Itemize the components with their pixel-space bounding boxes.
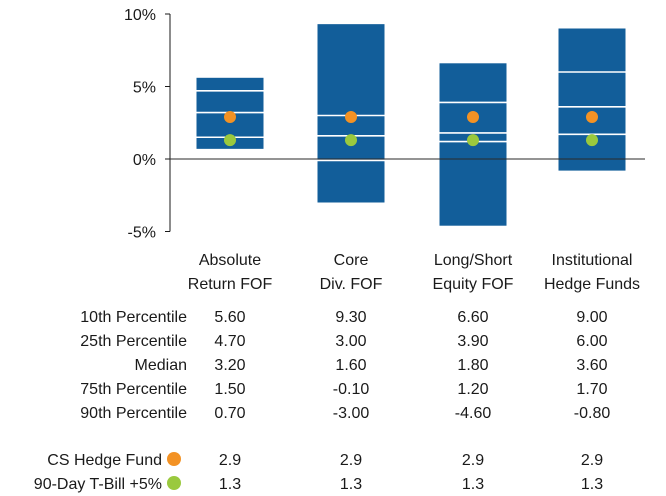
- tbill-dot: [586, 134, 598, 147]
- table-cell: -3.00: [333, 405, 370, 422]
- table-cell: 2.9: [219, 452, 241, 469]
- table-cell: 4.70: [214, 333, 245, 350]
- table-cell: 6.00: [576, 333, 607, 350]
- table-cell: 3.60: [576, 357, 607, 374]
- table-cell: 0.70: [214, 405, 245, 422]
- table-cell: 1.3: [462, 476, 484, 493]
- y-tick-label: -5%: [128, 225, 156, 242]
- table-cell: 2.9: [340, 452, 362, 469]
- row-label: 90th Percentile: [80, 405, 187, 422]
- row-label: 75th Percentile: [80, 381, 187, 398]
- table-cell: 1.20: [457, 381, 488, 398]
- category-label: Equity FOF: [433, 276, 514, 293]
- percentile-box: [558, 28, 626, 171]
- category-label: Absolute: [199, 252, 261, 269]
- cs-hedge-fund-dot: [345, 110, 357, 123]
- table-cell: 1.3: [219, 476, 241, 493]
- table-cell: 9.30: [335, 309, 366, 326]
- table-cell: 9.00: [576, 309, 607, 326]
- category-label: Hedge Funds: [544, 276, 640, 293]
- table-cell: 3.90: [457, 333, 488, 350]
- table-cell: 1.3: [581, 476, 603, 493]
- cs-hedge-fund-dot: [467, 110, 479, 123]
- table-cell: 1.80: [457, 357, 488, 374]
- category-label: Div. FOF: [320, 276, 383, 293]
- row-label: Median: [135, 357, 187, 374]
- table-cell: 3.20: [214, 357, 245, 374]
- table-cell: 1.70: [576, 381, 607, 398]
- legend-label: CS Hedge Fund: [47, 452, 162, 469]
- legend-marker: [167, 452, 181, 466]
- tbill-dot: [224, 134, 236, 147]
- tbill-dot: [345, 134, 357, 147]
- table-cell: -0.80: [574, 405, 611, 422]
- tbill-dot: [467, 134, 479, 147]
- table-cell: 2.9: [581, 452, 603, 469]
- row-label: 25th Percentile: [80, 333, 187, 350]
- cs-hedge-fund-dot: [586, 110, 598, 123]
- legend-marker: [167, 476, 181, 490]
- table-cell: -4.60: [455, 405, 492, 422]
- table-cell: 3.00: [335, 333, 366, 350]
- cs-hedge-fund-dot: [224, 110, 236, 123]
- table-cell: 1.50: [214, 381, 245, 398]
- category-label: Institutional: [552, 252, 633, 269]
- table-cell: 1.3: [340, 476, 362, 493]
- table-cell: 5.60: [214, 309, 245, 326]
- category-label: Long/Short: [434, 252, 513, 269]
- table-cell: 6.60: [457, 309, 488, 326]
- y-tick-label: 5%: [133, 80, 156, 97]
- y-tick-label: 0%: [133, 152, 156, 169]
- table-cell: 1.60: [335, 357, 366, 374]
- row-label: 10th Percentile: [80, 309, 187, 326]
- category-label: Return FOF: [188, 276, 273, 293]
- category-label: Core: [334, 252, 369, 269]
- table-cell: -0.10: [333, 381, 370, 398]
- legend-label: 90-Day T-Bill +5%: [34, 476, 162, 493]
- table-cell: 2.9: [462, 452, 484, 469]
- y-tick-label: 10%: [124, 7, 156, 24]
